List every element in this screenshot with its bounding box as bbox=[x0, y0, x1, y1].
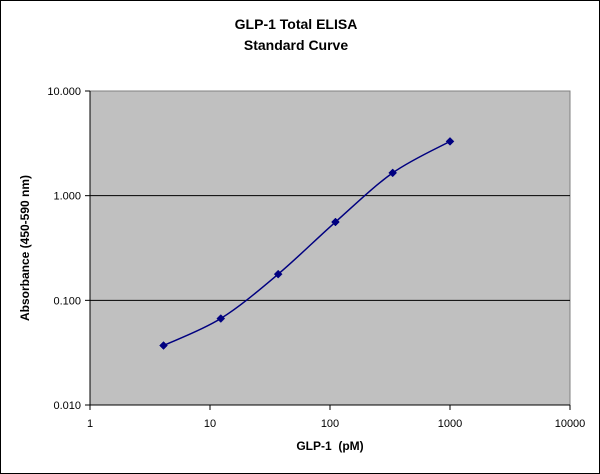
x-tick-label: 10 bbox=[204, 418, 216, 430]
gridlines bbox=[90, 195, 570, 301]
data-point-marker bbox=[331, 217, 340, 227]
data-point-marker bbox=[388, 168, 398, 178]
y-tick-label: 0.010 bbox=[53, 400, 81, 412]
plot-area bbox=[89, 90, 571, 406]
y-axis-label: Absorbance (450-590 nm) bbox=[18, 175, 32, 321]
chart-title-line-1: GLP-1 Total ELISA bbox=[235, 16, 358, 32]
chart-title-line-2: Standard Curve bbox=[244, 37, 348, 53]
y-tick-label: 10.000 bbox=[47, 86, 81, 98]
x-tick-label: 1 bbox=[87, 418, 93, 430]
data-point-marker bbox=[445, 137, 455, 146]
x-tick-label: 1000 bbox=[438, 418, 462, 430]
y-tick-label: 0.100 bbox=[53, 295, 81, 307]
x-tick-label: 10000 bbox=[555, 418, 586, 430]
data-point-marker bbox=[273, 269, 283, 279]
y-tick-labels: 0.010 0.100 1.000 10.000 bbox=[47, 86, 81, 412]
x-tick-label: 100 bbox=[321, 418, 339, 430]
x-tick-labels: 1 10 100 1000 10000 bbox=[87, 418, 585, 430]
data-point-marker bbox=[216, 314, 226, 323]
x-axis-label: GLP-1 (pM) bbox=[296, 439, 363, 453]
data-point-marker bbox=[159, 341, 168, 350]
y-tick-label: 1.000 bbox=[53, 191, 81, 203]
data-series bbox=[159, 137, 455, 350]
axes bbox=[85, 90, 571, 410]
